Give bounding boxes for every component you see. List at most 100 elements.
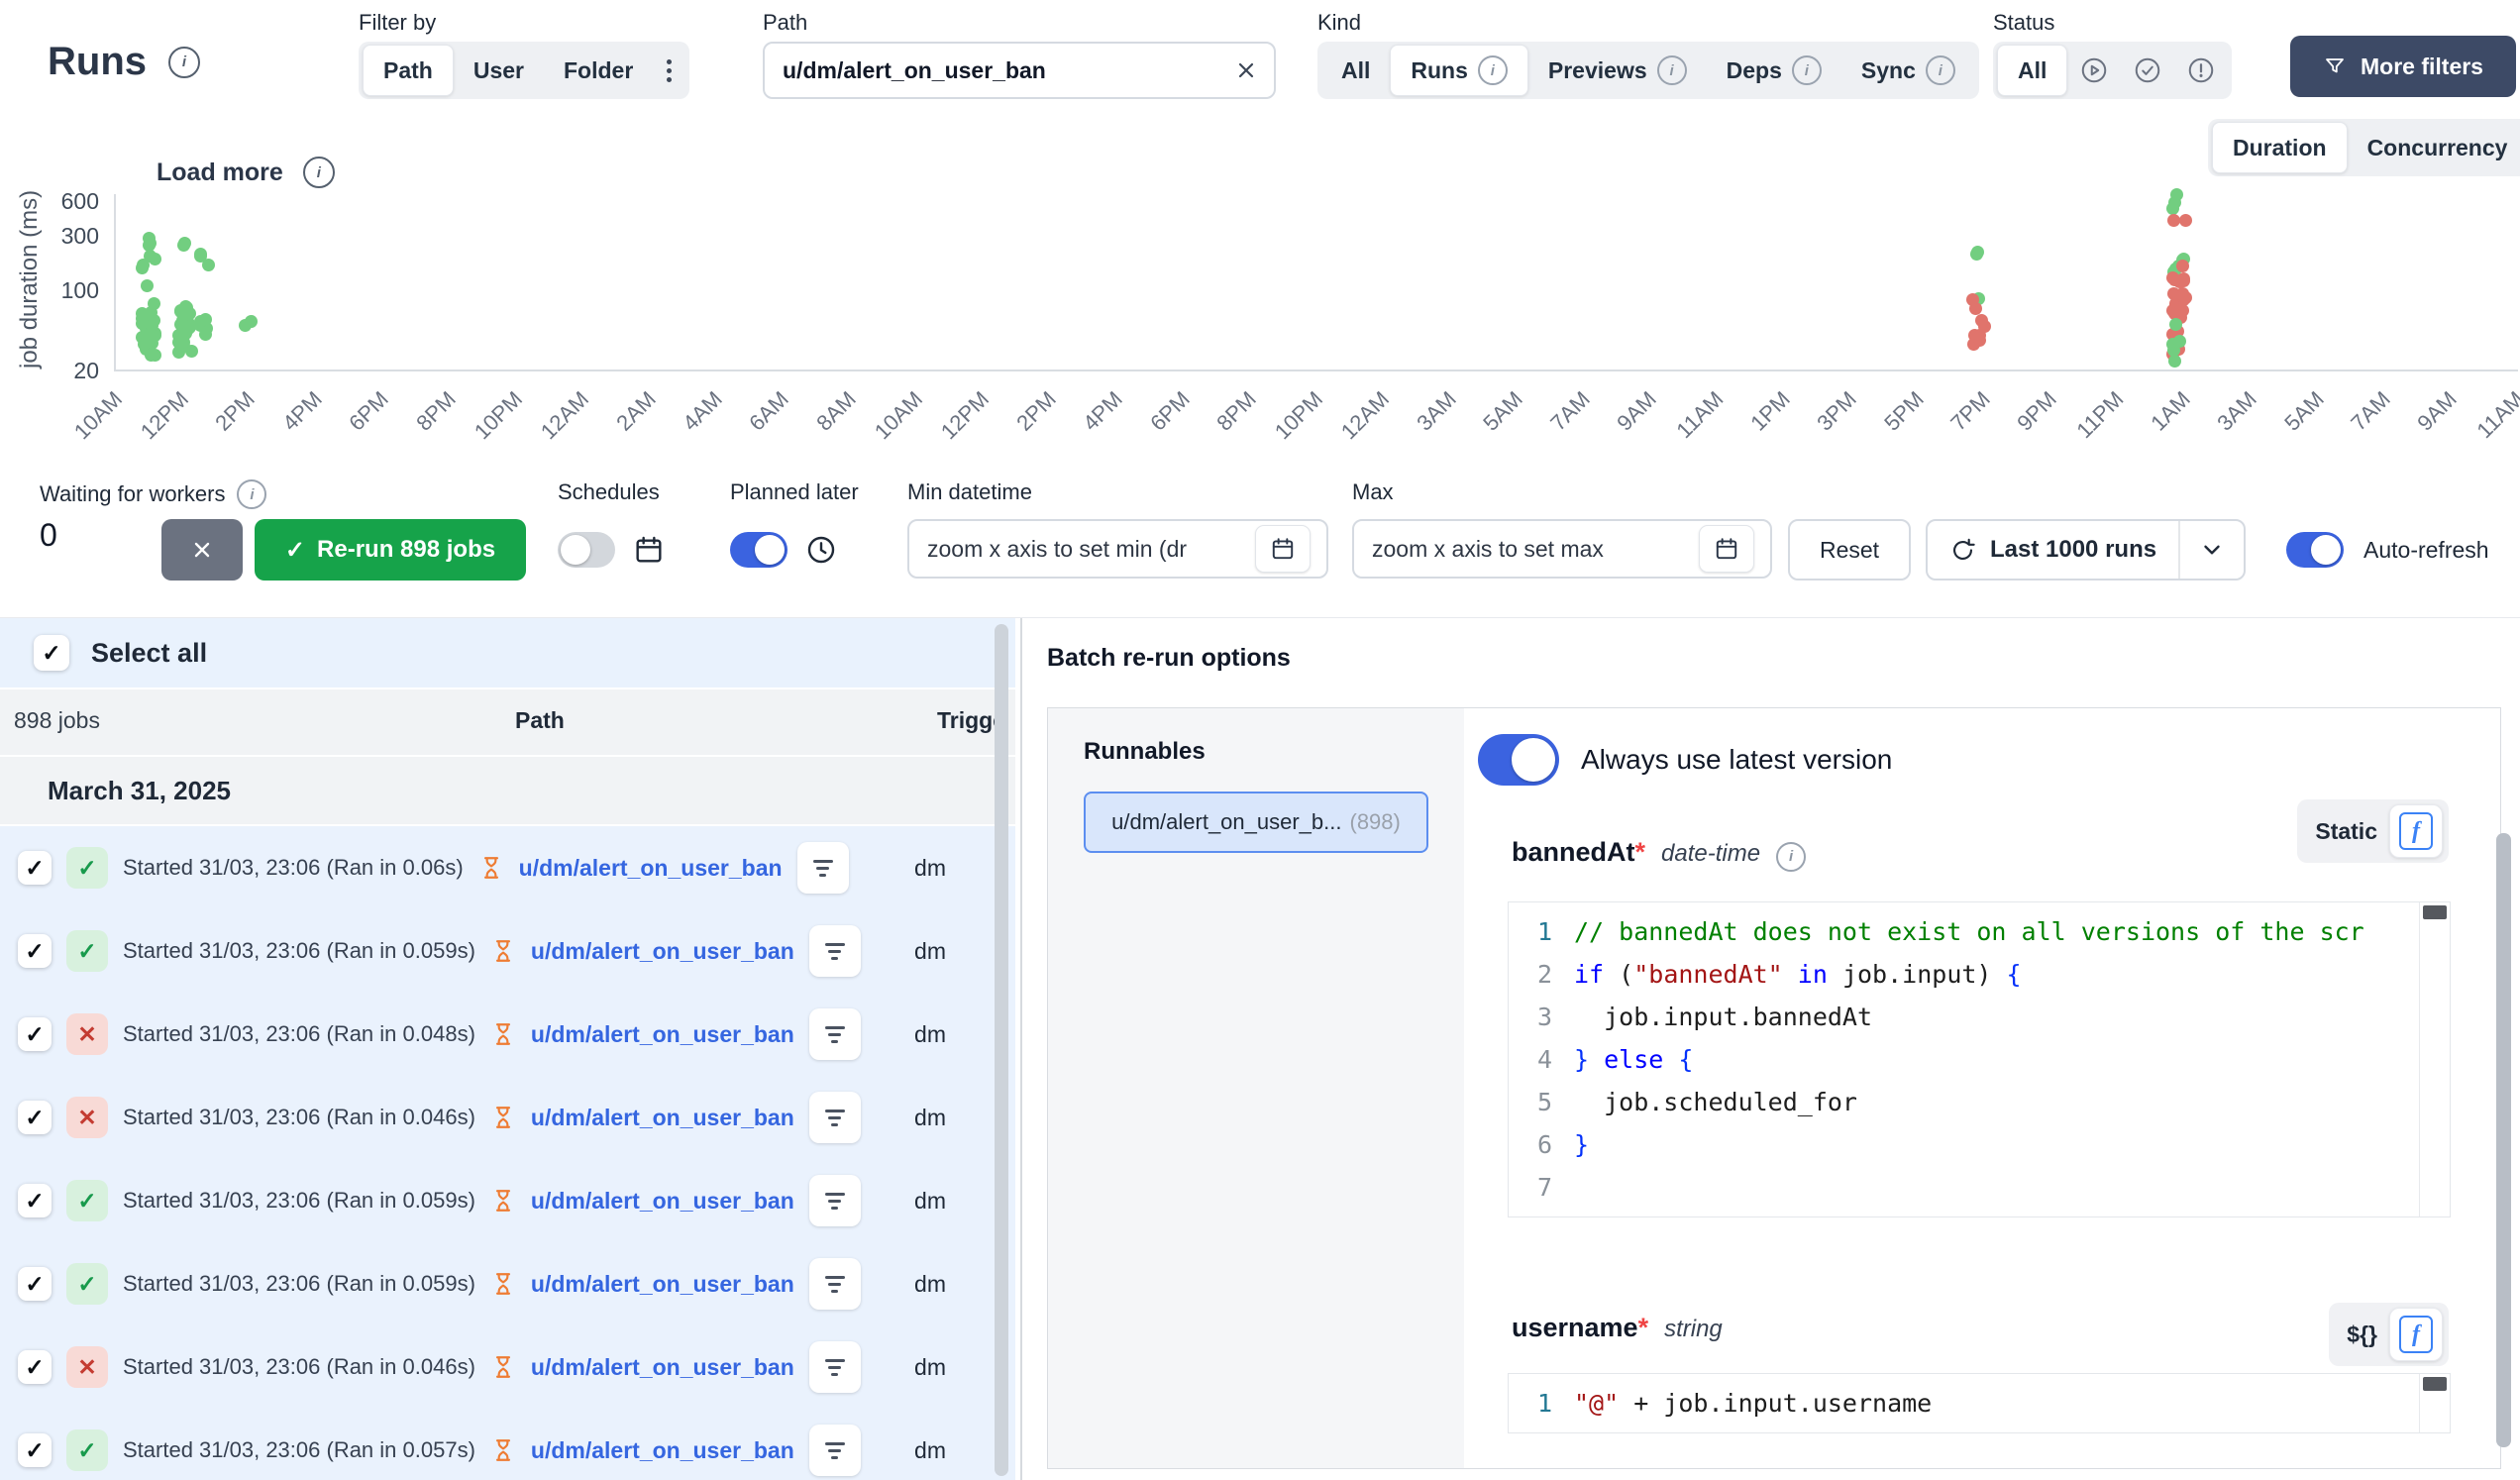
run-dot-failure[interactable] [2175, 259, 2189, 272]
run-path-link[interactable]: u/dm/alert_on_user_ban [518, 854, 783, 881]
page-scrollbar-thumb[interactable] [2496, 833, 2511, 1447]
row-filter-button[interactable] [808, 1425, 861, 1476]
bannedat-code-editor[interactable]: 1 2 3 4 5 6 7 // bannedAt does not exist on all… [1508, 900, 2451, 1217]
run-dot-success[interactable] [2168, 195, 2182, 209]
run-dot-success[interactable] [2172, 334, 2186, 348]
table-row[interactable]: ✓ ✕ Started 31/03, 23:06 (Ran in 0.046s) u/… [0, 1076, 1015, 1159]
run-dot-failure[interactable] [2167, 273, 2181, 287]
row-checkbox[interactable]: ✓ [18, 934, 52, 968]
row-filter-button[interactable] [808, 1341, 861, 1393]
row-checkbox[interactable]: ✓ [18, 1101, 52, 1134]
username-code-editor[interactable]: 1 "@" + job.input.username [1508, 1372, 2451, 1433]
run-dot-success[interactable] [180, 323, 194, 337]
runnable-item[interactable]: u/dm/alert_on_user_b... (898) [1084, 792, 1428, 853]
runs-count-main[interactable]: Last 1000 runs [1928, 521, 2178, 579]
latest-version-toggle[interactable] [1478, 734, 1559, 786]
javascript-toggle-button[interactable]: f [2389, 1308, 2443, 1361]
run-dot-success[interactable] [245, 314, 259, 328]
planned-later-toggle[interactable] [730, 532, 788, 568]
table-row[interactable]: ✓ ✓ Started 31/03, 23:06 (Ran in 0.06s) u/d… [0, 826, 1015, 909]
status-all-tab[interactable]: All [1997, 45, 2068, 96]
filter-by-user-tab[interactable]: User [472, 56, 524, 83]
info-icon[interactable]: i [168, 46, 200, 78]
run-dot-success[interactable] [199, 327, 213, 341]
row-filter-button[interactable] [808, 925, 861, 977]
table-row[interactable]: ✓ ✕ Started 31/03, 23:06 (Ran in 0.046s) u/… [0, 1325, 1015, 1409]
reset-button[interactable]: Reset [1788, 519, 1911, 581]
row-checkbox[interactable]: ✓ [18, 851, 52, 885]
cancel-selection-button[interactable] [161, 519, 243, 581]
table-row[interactable]: ✓ ✓ Started 31/03, 23:06 (Ran in 0.057s) u/… [0, 1409, 1015, 1480]
static-mode-button[interactable]: Static [2315, 817, 2377, 844]
info-icon[interactable]: i [237, 479, 267, 509]
run-path-link[interactable]: u/dm/alert_on_user_ban [530, 1187, 794, 1214]
kind-previews-tab[interactable]: Previews i [1528, 46, 1707, 95]
run-dot-failure[interactable] [2166, 214, 2180, 228]
auto-refresh-toggle[interactable] [2286, 532, 2344, 568]
run-dot-failure[interactable] [2177, 291, 2191, 305]
run-path-link[interactable]: u/dm/alert_on_user_ban [530, 1020, 794, 1047]
clear-icon[interactable] [1234, 58, 1258, 82]
jobs-scrollbar-thumb[interactable] [995, 624, 1008, 1476]
table-row[interactable]: ✓ ✓ Started 31/03, 23:06 (Ran in 0.059s) u/… [0, 1242, 1015, 1325]
editor-scrollbar-thumb[interactable] [2423, 904, 2447, 919]
row-filter-button[interactable] [796, 842, 849, 894]
editor-code[interactable]: // bannedAt does not exist on all versio… [1566, 902, 2450, 1216]
schedules-toggle[interactable] [558, 532, 615, 568]
run-dot-success[interactable] [177, 236, 191, 250]
kind-all-tab[interactable]: All [1341, 56, 1371, 83]
kind-sync-tab[interactable]: Sync i [1841, 46, 1975, 95]
info-icon[interactable]: i [302, 157, 335, 188]
editor-code[interactable]: "@" + job.input.username [1566, 1374, 2450, 1432]
run-dot-success[interactable] [176, 308, 190, 322]
run-path-link[interactable]: u/dm/alert_on_user_ban [530, 937, 794, 964]
kind-deps-tab[interactable]: Deps i [1707, 46, 1841, 95]
concurrency-tab[interactable]: Concurrency [2366, 134, 2508, 160]
javascript-toggle-button[interactable]: f [2389, 804, 2443, 858]
info-icon[interactable]: i [1656, 55, 1687, 85]
path-filter-input[interactable]: u/dm/alert_on_user_ban [763, 42, 1276, 99]
run-dot-success[interactable] [202, 258, 216, 271]
run-dot-success[interactable] [140, 279, 154, 293]
row-filter-button[interactable] [808, 1008, 861, 1060]
editor-scrollbar-thumb[interactable] [2423, 1376, 2447, 1391]
run-dot-success[interactable] [135, 261, 149, 274]
max-datetime-input[interactable]: zoom x axis to set max [1352, 519, 1772, 579]
row-filter-button[interactable] [808, 1258, 861, 1310]
table-row[interactable]: ✓ ✓ Started 31/03, 23:06 (Ran in 0.059s) u/… [0, 909, 1015, 993]
runs-count-dropdown[interactable] [2178, 521, 2244, 579]
runs-count-select[interactable]: Last 1000 runs [1926, 519, 2247, 581]
info-icon[interactable]: i [1776, 841, 1807, 872]
run-dot-failure[interactable] [1973, 329, 1987, 343]
min-datetime-input[interactable]: zoom x axis to set min (dr [907, 519, 1328, 579]
max-datetime-calendar-button[interactable] [1699, 525, 1754, 573]
row-checkbox[interactable]: ✓ [18, 1433, 52, 1467]
row-checkbox[interactable]: ✓ [18, 1267, 52, 1301]
kind-runs-tab[interactable]: Runs i [1390, 45, 1528, 96]
info-icon[interactable]: i [1477, 55, 1508, 85]
run-dot-success[interactable] [142, 334, 156, 348]
info-icon[interactable]: i [1925, 55, 1955, 85]
table-row[interactable]: ✓ ✕ Started 31/03, 23:06 (Ran in 0.048s) u/… [0, 993, 1015, 1076]
panel-divider[interactable] [1020, 618, 1022, 1480]
status-failure-tab[interactable] [2174, 46, 2228, 95]
run-path-link[interactable]: u/dm/alert_on_user_ban [530, 1436, 794, 1463]
run-dot-success[interactable] [146, 318, 159, 332]
row-checkbox[interactable]: ✓ [18, 1350, 52, 1384]
table-row[interactable]: ✓ ✓ Started 31/03, 23:06 (Ran in 0.059s) u/… [0, 1159, 1015, 1242]
template-mode-button[interactable]: ${} [2347, 1321, 2377, 1347]
run-path-link[interactable]: u/dm/alert_on_user_ban [530, 1353, 794, 1380]
status-running-tab[interactable] [2067, 46, 2121, 95]
run-dot-success[interactable] [144, 250, 158, 264]
run-dot-success[interactable] [135, 316, 149, 330]
run-dot-success[interactable] [144, 306, 158, 320]
run-dot-success[interactable] [143, 231, 157, 245]
run-path-link[interactable]: u/dm/alert_on_user_ban [530, 1270, 794, 1297]
min-datetime-calendar-button[interactable] [1255, 525, 1311, 573]
status-success-tab[interactable] [2121, 46, 2174, 95]
row-checkbox[interactable]: ✓ [18, 1017, 52, 1051]
run-dot-success[interactable] [194, 314, 208, 328]
info-icon[interactable]: i [1791, 55, 1822, 85]
row-filter-button[interactable] [808, 1092, 861, 1143]
row-filter-button[interactable] [808, 1175, 861, 1226]
